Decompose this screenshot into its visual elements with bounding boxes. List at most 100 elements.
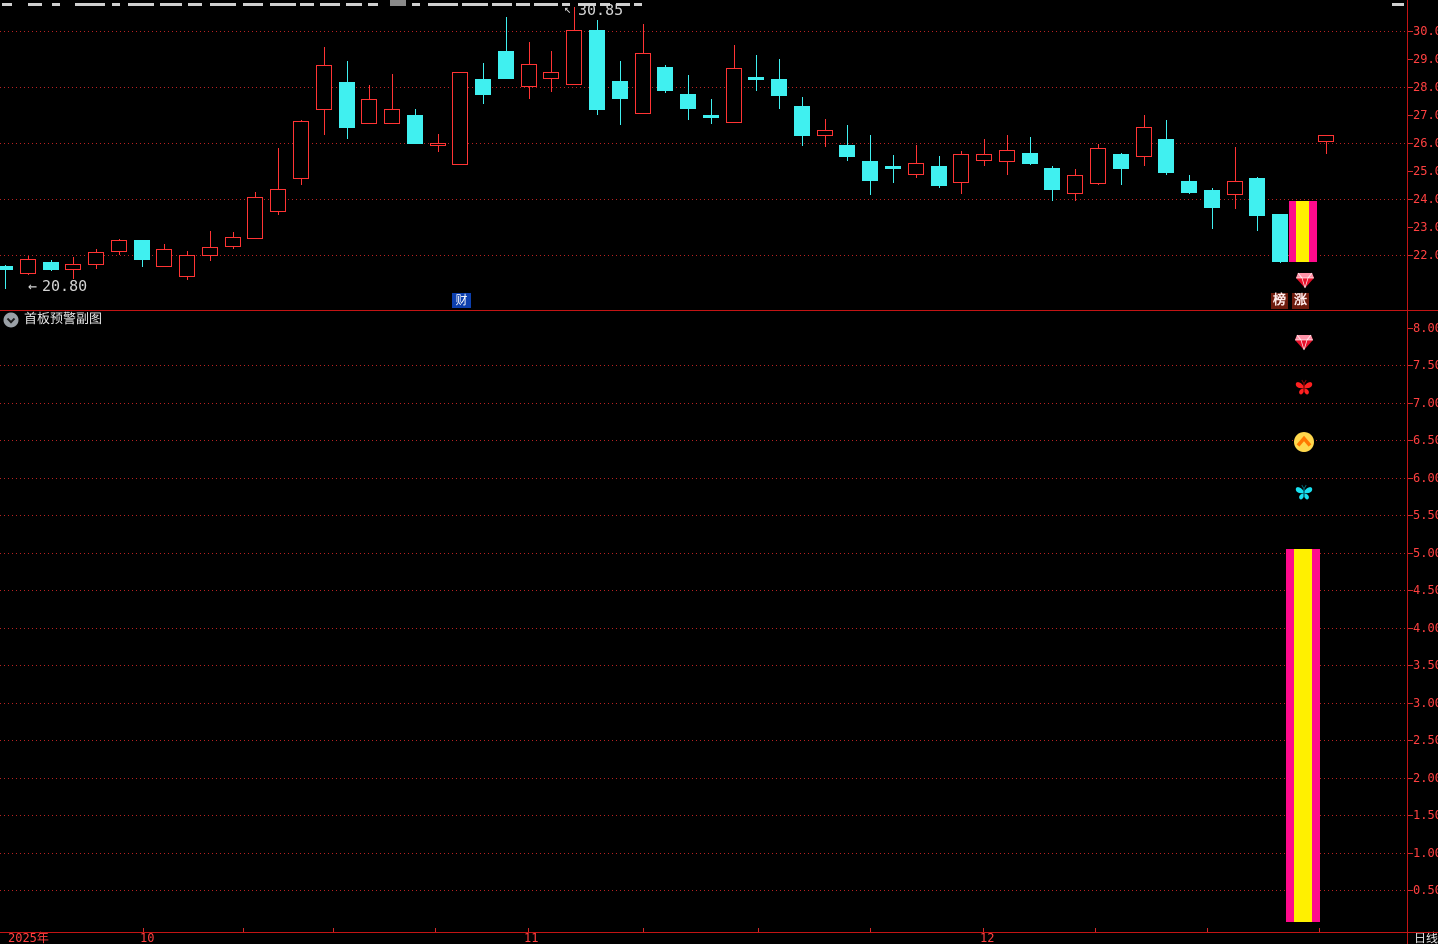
candle-body [1204, 190, 1220, 208]
sub-y-axis-label: 7.00 [1413, 396, 1438, 410]
right-axis-tick [1408, 853, 1413, 854]
candle-body [361, 99, 377, 124]
candle-wick [506, 17, 507, 79]
x-axis-label: 11 [524, 931, 539, 944]
clipped-text-fragment [28, 3, 42, 6]
main-gridline [0, 199, 1407, 200]
x-axis-label: 2025年 [8, 931, 49, 944]
right-axis-tick [1408, 31, 1413, 32]
candle-body [1136, 127, 1152, 157]
candle-body [270, 189, 286, 212]
candle-body [20, 259, 36, 274]
clipped-text-fragment [320, 3, 340, 6]
main-y-axis-label: 25.00 [1413, 164, 1438, 178]
right-axis-line [1407, 0, 1408, 944]
candle-wick [5, 265, 6, 289]
right-axis-tick [1408, 778, 1413, 779]
candle-body [726, 68, 742, 123]
candle-body [1227, 181, 1243, 195]
right-axis-tick [1408, 199, 1413, 200]
clipped-text-fragment [578, 3, 596, 6]
high-price-annotation: 30.85 [578, 1, 624, 19]
candle-body [498, 51, 514, 79]
clipped-logo-fragment [390, 0, 406, 6]
main-gridline [0, 255, 1407, 256]
candle-wick [756, 55, 757, 91]
candle-wick [210, 231, 211, 261]
x-axis-label: 12 [980, 931, 995, 944]
sub-gridline [0, 403, 1407, 404]
sub-y-axis-label: 5.50 [1413, 508, 1438, 522]
period-label[interactable]: 日线 [1414, 931, 1438, 944]
clipped-text-fragment [634, 3, 642, 6]
right-axis-tick [1408, 115, 1413, 116]
candle-body [999, 150, 1015, 162]
right-axis-tick [1408, 478, 1413, 479]
candle-wick [984, 139, 985, 166]
candle-body [680, 94, 696, 109]
clipped-text-fragment [300, 3, 314, 6]
clipped-text-fragment [428, 3, 458, 6]
x-axis-tick [983, 928, 984, 932]
main-y-axis-label: 29.00 [1413, 52, 1438, 66]
clipped-text-fragment [112, 3, 120, 6]
candle-body [407, 115, 423, 144]
candle-body [88, 252, 104, 265]
candle-wick [916, 145, 917, 178]
candle-body [202, 247, 218, 256]
sub-gridline [0, 515, 1407, 516]
butterfly-red-icon [1294, 379, 1314, 401]
candle-body [1272, 214, 1288, 262]
right-axis-tick [1408, 553, 1413, 554]
candle-wick [278, 148, 279, 215]
low-annotation-arrow-icon: ← [28, 277, 38, 295]
candle-body [885, 166, 901, 169]
clipped-text-fragment [562, 3, 570, 6]
candle-body [293, 121, 309, 179]
candle-body [931, 166, 947, 186]
x-axis-label: 10 [140, 931, 155, 944]
clipped-text-fragment [188, 3, 202, 6]
main-y-axis-label: 23.00 [1413, 220, 1438, 234]
zhang-badge[interactable]: 涨 [1292, 293, 1309, 309]
candle-body [543, 72, 559, 79]
candle-body [657, 67, 673, 91]
sub-gridline [0, 553, 1407, 554]
main-gridline [0, 87, 1407, 88]
sub-y-axis-label: 4.00 [1413, 621, 1438, 635]
yellow-ball-chevron-icon [1293, 431, 1315, 457]
clipped-text-fragment [2, 3, 12, 6]
main-candlestick-panel[interactable] [0, 0, 1407, 310]
candle-wick [1030, 137, 1031, 165]
bang-badge[interactable]: 榜 [1271, 293, 1288, 309]
clipped-text-fragment [160, 3, 182, 6]
candle-body [566, 30, 582, 85]
sub-gridline [0, 440, 1407, 441]
collapse-chevron-icon[interactable] [3, 312, 19, 332]
clipped-text-fragment [270, 3, 296, 6]
main-y-axis-label: 27.00 [1413, 108, 1438, 122]
sub-y-axis-label: 6.50 [1413, 433, 1438, 447]
sub-y-axis-label: 2.00 [1413, 771, 1438, 785]
sub-y-axis-label: 5.00 [1413, 546, 1438, 560]
right-axis-tick [1408, 365, 1413, 366]
candle-wick [1212, 188, 1213, 229]
candle-body [976, 154, 992, 161]
candle-body [794, 106, 810, 136]
candle-wick [392, 74, 393, 124]
candle-wick [1235, 147, 1236, 209]
clipped-text-fragment [75, 3, 105, 6]
clipped-text-fragment [346, 3, 362, 6]
candle-body [1044, 168, 1060, 190]
right-axis-tick [1408, 328, 1413, 329]
sub-gridline [0, 815, 1407, 816]
candle-body [65, 264, 81, 270]
sub-y-axis-label: 3.00 [1413, 696, 1438, 710]
right-axis-tick [1408, 440, 1413, 441]
x-axis-tick [243, 928, 244, 932]
sub-y-axis-label: 0.50 [1413, 883, 1438, 897]
sub-indicator-title[interactable]: 首板预警副图 [24, 312, 103, 327]
candle-wick [1326, 135, 1327, 154]
sub-gridline [0, 778, 1407, 779]
